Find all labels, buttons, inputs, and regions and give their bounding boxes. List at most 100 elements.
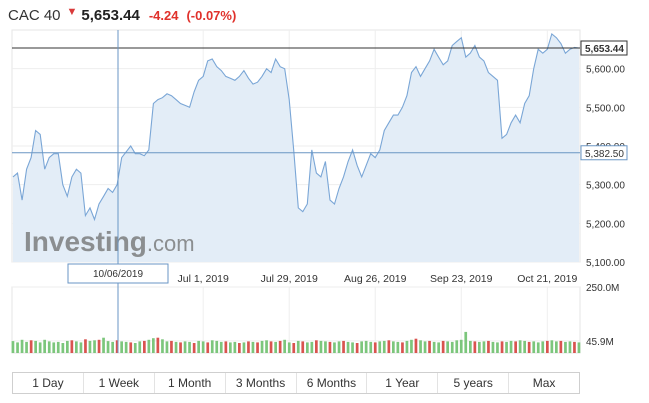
volume-bar: [459, 339, 463, 353]
volume-bar: [47, 341, 51, 353]
y-axis-labels: 5,100.005,200.005,300.005,400.005,500.00…: [586, 65, 625, 348]
volume-bar: [541, 341, 545, 353]
volume-bar: [70, 340, 74, 353]
volume-bar: [546, 340, 549, 353]
range-1-week[interactable]: 1 Week: [84, 373, 155, 393]
volume-bar: [573, 341, 576, 353]
volume-bar: [11, 341, 15, 353]
price-change: -4.24: [148, 7, 179, 23]
volume-bar: [423, 341, 427, 353]
watermark-suffix: .com: [147, 231, 195, 256]
volume-bar: [188, 341, 191, 353]
y-tick-label: 5,500.00: [586, 103, 625, 114]
range-3-months[interactable]: 3 Months: [226, 373, 297, 393]
volume-bar: [491, 341, 495, 353]
x-tick-label: Oct 21, 2019: [517, 273, 577, 285]
volume-bar: [156, 337, 160, 353]
volume-bar: [16, 342, 19, 353]
volume-bar: [43, 339, 46, 353]
volume-bar: [247, 341, 250, 353]
volume-bar: [283, 339, 286, 353]
x-tick-label: Jul 1, 2019: [177, 273, 229, 285]
price-chart[interactable]: Investing.com 5,100.005,200.005,300.005,…: [0, 0, 649, 370]
volume-bar: [419, 340, 422, 353]
volume-bar: [441, 340, 445, 353]
volume-bar: [29, 340, 33, 353]
range-1-month[interactable]: 1 Month: [155, 373, 226, 393]
volume-bar: [559, 340, 563, 353]
crosshair-date-box: [67, 263, 169, 284]
volume-bar: [25, 341, 28, 353]
volume-bar: [206, 342, 210, 353]
volume-bar: [346, 341, 350, 353]
volume-bar: [369, 341, 373, 353]
range-1-year[interactable]: 1 Year: [367, 373, 439, 393]
volume-bar: [342, 340, 345, 353]
y-tick-label: 5,100.00: [586, 258, 625, 269]
volume-bar: [251, 341, 255, 353]
index-name: CAC 40: [8, 6, 61, 24]
volume-bar: [278, 340, 282, 353]
volume-bar: [152, 338, 155, 353]
volume-bar: [351, 342, 354, 353]
volume-bar: [355, 343, 359, 353]
volume-bar: [319, 340, 323, 353]
volume-bar: [500, 341, 504, 353]
volume-bar: [138, 341, 142, 353]
down-arrow-icon: ▼: [66, 6, 78, 18]
volume-bar: [34, 340, 37, 353]
volume-bar: [66, 340, 69, 353]
y-tick-label: 5,300.00: [586, 181, 625, 192]
volume-bar: [532, 341, 536, 353]
volume-bar: [61, 343, 65, 353]
volume-bar: [509, 340, 513, 353]
crosshair-value-box: [580, 145, 628, 161]
volume-bar: [183, 341, 187, 353]
volume-tick-label: 45.9M: [586, 337, 614, 348]
volume-bar: [52, 342, 56, 353]
range-selector: 1 Day 1 Week 1 Month 3 Months 6 Months 1…: [12, 372, 580, 394]
volume-bar: [410, 339, 413, 353]
volume-bar: [550, 340, 554, 353]
volume-bar: [219, 341, 223, 353]
range-6-months[interactable]: 6 Months: [297, 373, 368, 393]
volume-bar: [97, 339, 101, 353]
volume-bar: [197, 340, 200, 353]
volume-bar: [487, 340, 490, 353]
volume-bar: [315, 340, 318, 353]
range-5-years[interactable]: 5 years: [438, 373, 510, 393]
volume-bar: [577, 342, 581, 353]
volume-bar: [120, 341, 123, 353]
volume-bar: [464, 331, 468, 353]
volume-bar: [224, 341, 228, 353]
volume-bar: [473, 341, 477, 353]
volume-bar: [269, 341, 273, 353]
volume-bar: [405, 340, 409, 353]
range-1-day[interactable]: 1 Day: [13, 373, 84, 393]
volume-bar: [88, 340, 92, 353]
volume-bar: [450, 341, 454, 353]
volume-bar: [564, 341, 567, 353]
volume-bar: [387, 340, 391, 353]
volume-bar: [373, 342, 377, 353]
volume-bar: [233, 341, 237, 353]
volume-bar: [324, 341, 327, 353]
quote-header: CAC 40 ▼ 5,653.44 -4.24 (-0.07%): [8, 5, 236, 25]
volume-bar: [115, 340, 119, 353]
volume-bar: [292, 343, 296, 353]
volume-bar: [256, 342, 259, 353]
volume-bar: [274, 341, 277, 353]
volume-bar: [568, 341, 572, 353]
x-tick-label: Aug 26, 2019: [344, 273, 407, 285]
volume-bar: [514, 341, 517, 353]
volume-bar: [129, 342, 133, 353]
volume-bar: [265, 340, 268, 353]
range-max[interactable]: Max: [532, 376, 556, 390]
price-line: [12, 32, 580, 222]
price-change-percent: (-0.07%): [186, 7, 237, 23]
volume-bar: [364, 340, 368, 353]
volume-bar: [306, 342, 309, 353]
volume-bar: [337, 341, 341, 353]
volume-bar: [382, 340, 386, 353]
volume-bar: [401, 342, 404, 353]
